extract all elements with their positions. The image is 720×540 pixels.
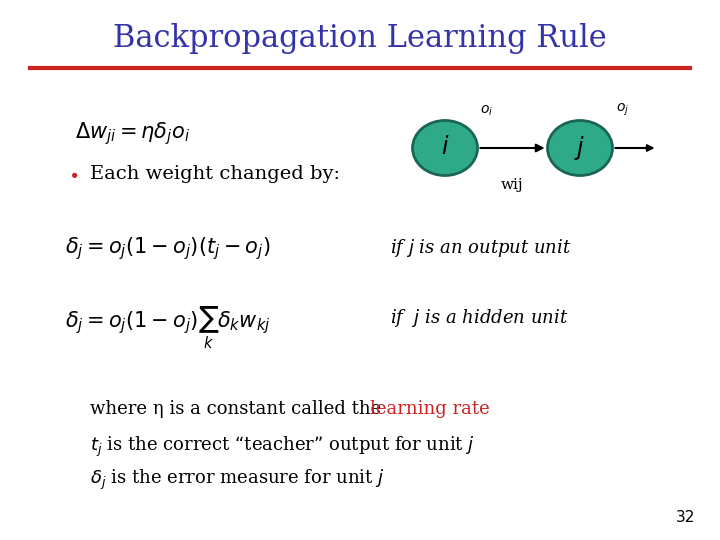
Text: Each weight changed by:: Each weight changed by: — [90, 165, 340, 183]
Text: $\delta_j = o_j(1-o_j)(t_j - o_j)$: $\delta_j = o_j(1-o_j)(t_j - o_j)$ — [65, 235, 271, 262]
Text: if  $j$ is a hidden unit: if $j$ is a hidden unit — [390, 307, 568, 329]
Ellipse shape — [413, 120, 477, 176]
FancyArrowPatch shape — [616, 145, 652, 151]
Text: where η is a constant called the: where η is a constant called the — [90, 400, 387, 418]
Text: wij: wij — [501, 178, 524, 192]
Ellipse shape — [547, 120, 613, 176]
Text: $j$: $j$ — [575, 134, 585, 162]
Text: learning rate: learning rate — [370, 400, 490, 418]
Text: $o_i$: $o_i$ — [480, 104, 494, 118]
Text: $\bullet$: $\bullet$ — [68, 165, 78, 183]
Text: $t_j$ is the correct “teacher” output for unit $j$: $t_j$ is the correct “teacher” output fo… — [90, 435, 475, 459]
Text: $i$: $i$ — [441, 137, 449, 159]
Text: $\delta_j$ is the error measure for unit $j$: $\delta_j$ is the error measure for unit… — [90, 468, 384, 492]
FancyArrowPatch shape — [480, 145, 542, 151]
Text: $\delta_j = o_j(1-o_j)\sum_k \delta_k w_{kj}$: $\delta_j = o_j(1-o_j)\sum_k \delta_k w_… — [65, 305, 271, 351]
Text: $o_j$: $o_j$ — [616, 102, 629, 118]
Text: $\Delta w_{ji} = \eta\delta_j o_i$: $\Delta w_{ji} = \eta\delta_j o_i$ — [75, 120, 190, 147]
Text: 32: 32 — [675, 510, 695, 525]
Text: Backpropagation Learning Rule: Backpropagation Learning Rule — [113, 23, 607, 53]
Text: if $j$ is an output unit: if $j$ is an output unit — [390, 237, 572, 259]
